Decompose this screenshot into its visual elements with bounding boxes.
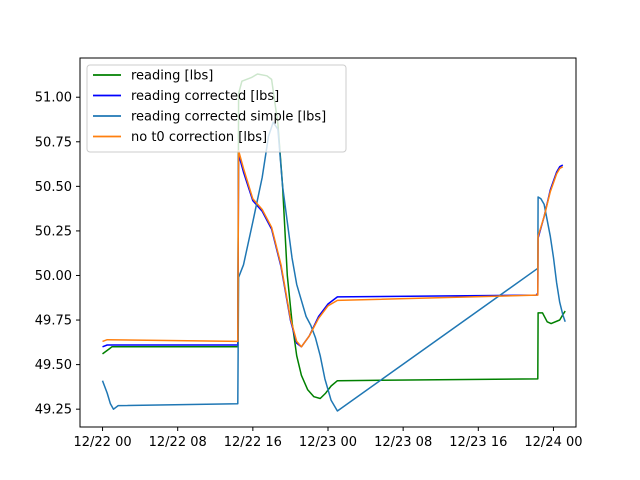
series-line-4 [102, 149, 564, 348]
x-axis: 12/22 00 12/22 08 12/22 16 12/23 00 12/23 08… [73, 427, 583, 450]
y-tick-label: 50.75 [35, 135, 72, 150]
y-axis: 49.25 49.50 49.75 50.00 50.25 50.50 50.75 51.00 [35, 91, 80, 418]
y-tick-label: 50.00 [35, 269, 72, 284]
legend-label: reading corrected simple [lbs] [131, 110, 326, 125]
y-tick-label: 50.25 [35, 224, 72, 239]
legend-box [86, 64, 347, 153]
legend-label: reading corrected [lbs] [131, 89, 279, 104]
y-tick-label: 49.75 [35, 314, 72, 329]
y-tick-label: 51.00 [35, 91, 72, 106]
y-tick-label: 49.25 [35, 403, 72, 418]
x-tick-label: 12/22 08 [149, 435, 207, 450]
x-tick-label: 12/23 16 [449, 435, 507, 450]
x-tick-label: 12/23 08 [374, 435, 432, 450]
x-tick-label: 12/24 00 [524, 435, 582, 450]
x-tick-label: 12/22 00 [73, 435, 131, 450]
y-tick-label: 50.50 [35, 180, 72, 195]
legend: reading [lbs] reading corrected [lbs] read… [86, 64, 347, 153]
x-tick-label: 12/23 00 [299, 435, 357, 450]
x-tick-label: 12/22 16 [224, 435, 282, 450]
y-tick-label: 49.50 [35, 358, 72, 373]
legend-label: reading [lbs] [131, 69, 213, 84]
legend-label: no t0 correction [lbs] [131, 130, 267, 145]
